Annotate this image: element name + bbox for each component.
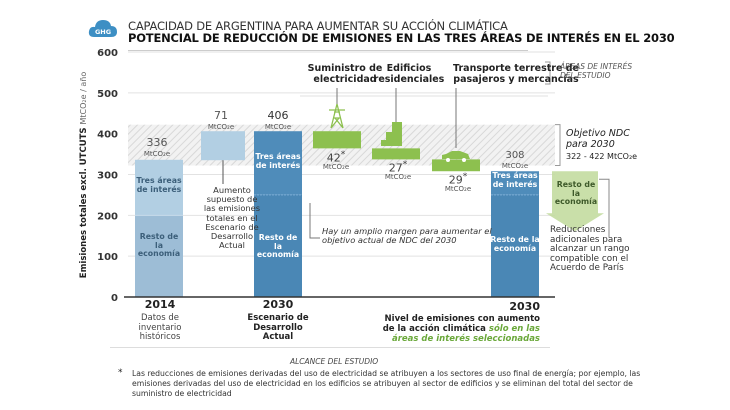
building-short (386, 132, 393, 146)
segment-label-2014-resto: Resto de la economía (137, 232, 181, 258)
value-label-2030-action: 308 (505, 150, 525, 161)
segment-label-bau-tres: Tres áreas de interés (255, 152, 301, 170)
scope-divider (110, 347, 550, 348)
unit-label-buildings: MtCO₂e (384, 173, 412, 181)
car-wheel-rear (462, 158, 466, 162)
x-desc-2030-action-main: Nivel de emisiones con aumento de la acc… (382, 314, 540, 334)
segment-label-action-resto: Resto de la economía (490, 235, 540, 253)
segment-label-action-tres: Tres áreas de interés (492, 171, 538, 189)
bar-transport (432, 159, 480, 172)
ndc-target-label: Objetivo NDC para 2030 (566, 128, 630, 150)
unit-label-increase: MtCO₂e (207, 123, 235, 131)
extra-reduction-arrow (546, 171, 604, 232)
asterisk-transport: * (462, 171, 468, 182)
y-tick-0: 0 (111, 293, 118, 304)
y-tick-200: 200 (97, 211, 118, 222)
value-buildings: 27 (388, 161, 403, 175)
value-label-2030-bau: 406 (267, 109, 289, 122)
asterisk-electricity: * (340, 149, 346, 160)
value-transport: 29 (448, 173, 463, 187)
bar-increase (201, 131, 245, 161)
y-tick-100: 100 (97, 252, 118, 263)
areas-bracket (545, 61, 551, 85)
car-body (442, 151, 470, 159)
ndc-bracket (555, 124, 561, 167)
unit-label-2014: MtCO₂e (143, 150, 171, 158)
power-tower-shape (329, 103, 345, 129)
areas-of-interest-label: ÁREAS DE INTERÉS DEL ESTUDIO (560, 62, 633, 80)
bar-2014-segment-1 (135, 159, 183, 216)
building-shrub (381, 140, 387, 146)
category-transport: Transporte terrestre de pasajeros y merc… (453, 63, 579, 85)
bar-electricity (313, 131, 361, 149)
footnote-text: Las reducciones de emisiones derivadas d… (132, 369, 641, 398)
car-icon (442, 151, 470, 162)
ghg-cloud-icon: GHG (88, 20, 117, 37)
x-desc-2030-bau: Escenario de Desarrollo Actual (247, 313, 309, 342)
value-label-transport: 29* (438, 172, 478, 186)
value-label-buildings: 27* (378, 160, 418, 174)
x-desc-2030-action-highlight: sólo en las áreas de interés seleccionad… (391, 324, 540, 344)
bar-buildings (372, 148, 420, 160)
x-label-2030-bau: 2030 (262, 298, 294, 311)
bar-2030-bau-segment-0 (254, 194, 302, 297)
chart-title: POTENCIAL DE REDUCCIÓN DE EMISIONES EN L… (128, 31, 675, 45)
y-tick-400: 400 (97, 130, 118, 141)
building-tall (392, 122, 402, 146)
value-electricity: 42 (326, 151, 341, 165)
y-tick-300: 300 (97, 171, 118, 182)
ndc-range-label: 322 - 422 MtCO₂e (566, 152, 638, 161)
value-label-electricity: 42* (316, 150, 356, 164)
ndc-margin-note: Hay un amplio margen para aumentar el ob… (322, 226, 492, 246)
unit-label-transport: MtCO₂e (444, 185, 472, 193)
segment-label-2014-tres: Tres áreas de interés (136, 176, 182, 194)
x-desc-2030-action: Nivel de emisiones con aumento de la acc… (380, 314, 540, 344)
x-desc-2014: Datos de inventario históricos (138, 313, 182, 342)
extra-reduction-leader (599, 178, 610, 238)
segment-label-bau-resto: Resto de la economía (256, 233, 300, 259)
power-tower-icon (329, 103, 345, 129)
x-label-2030-action: 2030 (509, 300, 540, 313)
title-divider (128, 50, 528, 51)
scope-label: ALCANCE DEL ESTUDIO (290, 357, 379, 366)
margin-leader (309, 203, 320, 239)
extra-reduction-label: Resto de la economía (554, 180, 598, 206)
unit-label-2030-action: MtCO₂e (501, 162, 529, 170)
value-label-increase: 71 (214, 109, 228, 122)
increase-note: Aumento supuesto de las emisiones totale… (203, 185, 261, 251)
bar-2030-action-segment-1 (491, 171, 539, 195)
bar-2030-bau-segment-1 (254, 131, 302, 195)
bar-2030-action-segment-0 (491, 194, 539, 297)
paris-note: Reducciones adicionales para alcanzar un… (550, 225, 630, 273)
car-wheel-front (446, 158, 450, 162)
y-tick-600: 600 (97, 48, 118, 59)
buildings-icon (381, 122, 402, 146)
value-label-2014: 336 (146, 136, 168, 149)
category-electricity: Suministro de electricidad (307, 63, 383, 85)
footnote-marker: * (118, 368, 123, 378)
chart-supertitle: CAPACIDAD DE ARGENTINA PARA AUMENTAR SU … (128, 19, 508, 33)
x-label-2014: 2014 (144, 298, 176, 311)
category-buildings: Edificios residenciales (373, 63, 445, 85)
y-tick-500: 500 (97, 89, 118, 100)
ghg-badge-text: GHG (95, 28, 111, 36)
bar-2014-segment-0 (135, 215, 183, 297)
unit-label-electricity: MtCO₂e (322, 163, 350, 171)
unit-label-2030-bau: MtCO₂e (264, 123, 292, 131)
asterisk-buildings: * (402, 159, 408, 170)
